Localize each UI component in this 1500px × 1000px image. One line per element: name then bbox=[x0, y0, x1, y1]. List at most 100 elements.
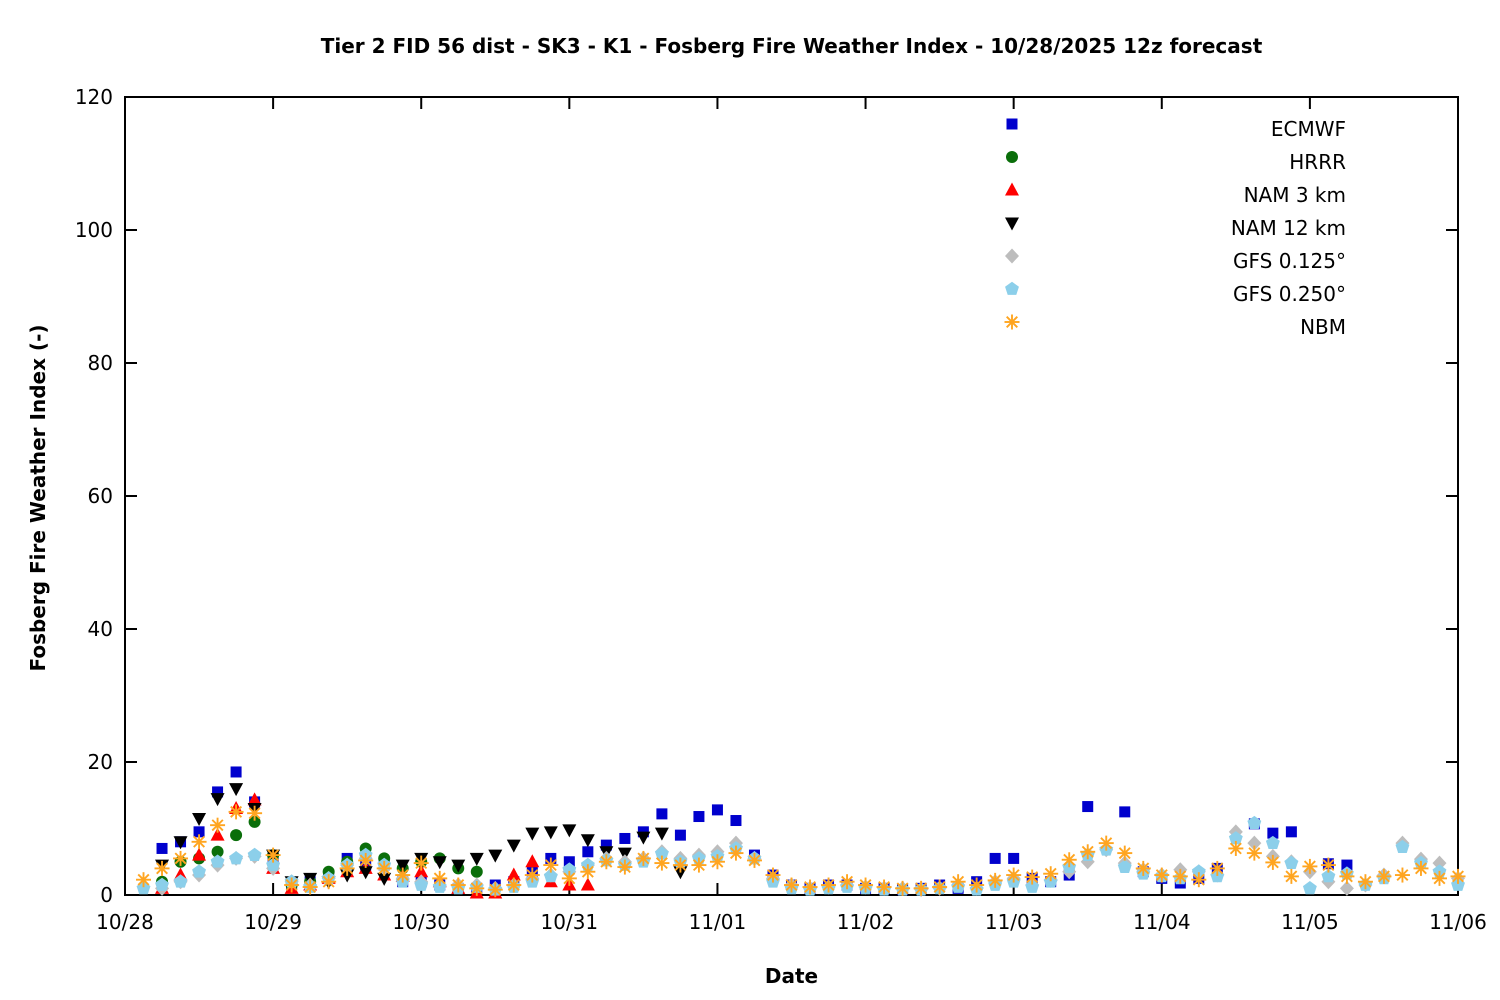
marker-star bbox=[1246, 845, 1262, 861]
marker-triangle-down bbox=[654, 827, 669, 841]
marker-star bbox=[136, 872, 152, 888]
marker-triangle-down bbox=[617, 847, 632, 861]
x-tick-label: 10/28 bbox=[96, 910, 154, 934]
series-gfs-0-250- bbox=[136, 815, 1465, 896]
marker-star bbox=[413, 855, 429, 871]
marker-triangle-down bbox=[358, 866, 373, 880]
marker-star bbox=[173, 850, 189, 866]
marker-triangle-down bbox=[229, 783, 244, 797]
marker-triangle-up bbox=[192, 847, 207, 861]
marker-triangle-down bbox=[543, 826, 558, 840]
legend-marker-icon bbox=[1005, 281, 1019, 295]
marker-diamond bbox=[1432, 855, 1447, 871]
marker-star bbox=[1320, 857, 1336, 873]
marker-star bbox=[1413, 860, 1429, 876]
series-hrrr bbox=[156, 815, 483, 892]
marker-square bbox=[1082, 801, 1094, 813]
marker-square bbox=[730, 815, 742, 827]
marker-star bbox=[1004, 314, 1020, 330]
x-tick-label: 10/31 bbox=[541, 910, 599, 934]
marker-triangle-down bbox=[488, 849, 503, 863]
marker-triangle-up bbox=[247, 792, 262, 806]
marker-circle bbox=[248, 815, 261, 828]
marker-star bbox=[1357, 874, 1373, 890]
marker-star bbox=[1339, 868, 1355, 884]
marker-star bbox=[1135, 860, 1151, 876]
marker-star bbox=[1172, 868, 1188, 884]
marker-pentagon bbox=[414, 877, 429, 891]
marker-star bbox=[1080, 844, 1096, 860]
marker-star bbox=[376, 860, 392, 876]
marker-triangle-down bbox=[562, 824, 577, 838]
marker-triangle-down bbox=[1005, 217, 1019, 231]
marker-star bbox=[284, 877, 300, 893]
marker-circle bbox=[230, 829, 243, 842]
marker-triangle-up bbox=[414, 864, 429, 878]
legend-label: ECMWF bbox=[1270, 116, 1346, 141]
marker-triangle-down bbox=[469, 852, 484, 866]
marker-triangle-down bbox=[506, 839, 521, 853]
marker-star bbox=[1061, 852, 1077, 868]
marker-star bbox=[543, 857, 559, 873]
marker-star bbox=[1024, 869, 1040, 885]
marker-star bbox=[950, 874, 966, 890]
marker-square bbox=[1341, 859, 1353, 871]
marker-pentagon bbox=[654, 846, 669, 860]
legend-marker-icon bbox=[1006, 151, 1018, 163]
legend-label: GFS 0.250° bbox=[1233, 281, 1346, 306]
marker-square bbox=[619, 832, 631, 844]
marker-pentagon bbox=[1005, 281, 1019, 295]
marker-square bbox=[1285, 826, 1297, 838]
marker-star bbox=[1209, 860, 1225, 876]
marker-star bbox=[802, 879, 818, 895]
marker-star bbox=[728, 845, 744, 861]
marker-star bbox=[821, 877, 837, 893]
marker-square bbox=[156, 842, 168, 854]
legend-marker-icon bbox=[1004, 314, 1020, 330]
marker-pentagon bbox=[247, 847, 262, 862]
marker-diamond bbox=[1247, 835, 1262, 851]
marker-triangle-down bbox=[636, 831, 651, 845]
marker-star bbox=[506, 877, 522, 893]
y-tick-label: 120 bbox=[75, 85, 113, 109]
marker-star bbox=[969, 877, 985, 893]
marker-star bbox=[247, 805, 263, 821]
marker-star bbox=[228, 804, 244, 820]
marker-star bbox=[1283, 868, 1299, 884]
marker-star bbox=[1394, 867, 1410, 883]
marker-triangle-up bbox=[506, 867, 521, 881]
marker-circle bbox=[1006, 151, 1018, 163]
marker-star bbox=[746, 852, 762, 868]
marker-square bbox=[600, 839, 612, 851]
marker-star bbox=[895, 880, 911, 896]
marker-pentagon bbox=[229, 851, 244, 865]
legend-label: GFS 0.125° bbox=[1233, 248, 1346, 273]
x-tick-label: 11/01 bbox=[689, 910, 747, 934]
x-tick-label: 10/29 bbox=[244, 910, 302, 934]
marker-triangle-up bbox=[525, 854, 540, 868]
marker-star bbox=[265, 847, 281, 863]
marker-pentagon bbox=[210, 854, 225, 868]
marker-triangle-up bbox=[210, 827, 225, 841]
marker-star bbox=[1191, 872, 1207, 888]
marker-square bbox=[1119, 806, 1131, 818]
marker-star bbox=[487, 882, 503, 898]
legend-row: HRRR bbox=[1000, 145, 1458, 178]
marker-star bbox=[617, 859, 633, 875]
marker-star bbox=[1154, 867, 1170, 883]
marker-star bbox=[469, 880, 485, 896]
y-tick-label: 80 bbox=[88, 351, 113, 375]
marker-star bbox=[672, 857, 688, 873]
marker-triangle-down bbox=[525, 827, 540, 841]
legend-row: ECMWF bbox=[1000, 112, 1458, 145]
marker-star bbox=[1431, 870, 1447, 886]
legend-row: NAM 12 km bbox=[1000, 211, 1458, 244]
y-tick-label: 20 bbox=[88, 750, 113, 774]
marker-star bbox=[1265, 854, 1281, 870]
legend-label: NAM 12 km bbox=[1230, 215, 1346, 240]
marker-star bbox=[654, 855, 670, 871]
marker-star bbox=[1302, 858, 1318, 874]
marker-square bbox=[582, 846, 594, 858]
